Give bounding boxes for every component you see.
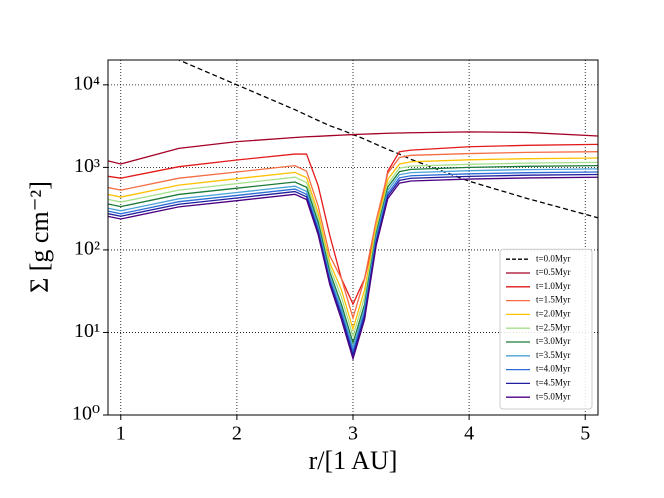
x-tick-label: 1: [116, 423, 126, 445]
x-axis-label: r/[1 AU]: [309, 446, 398, 475]
legend-label: t=0.5Myr: [536, 267, 570, 277]
legend-label: t=4.0Myr: [536, 364, 570, 374]
series-line: [108, 143, 598, 306]
legend: t=0.0Myr t=0.5Myr t=1.0Myr t=1.5Myr t=2.0Myr…: [499, 248, 593, 410]
legend-label: t=1.5Myr: [536, 295, 570, 305]
legend-label: t=5.0Myr: [536, 391, 570, 401]
series-line: [108, 176, 598, 362]
legend-label: t=3.0Myr: [536, 336, 570, 346]
series-line: [108, 161, 598, 339]
y-axis-label: Σ [g cm⁻²]: [25, 181, 54, 293]
y-tick-label: 10¹: [74, 320, 100, 342]
plot-lines: [108, 60, 598, 362]
legend-label: t=3.5Myr: [536, 350, 570, 360]
y-tick-label: 10⁰: [72, 403, 100, 425]
x-tick-label: 5: [580, 423, 590, 445]
y-tick-label: 10²: [74, 238, 100, 260]
legend-label: t=2.0Myr: [536, 308, 570, 318]
series-line: [108, 171, 598, 355]
series-line: [108, 131, 598, 165]
series-line: [108, 151, 598, 321]
series-line: [108, 168, 598, 351]
x-tick-label: 2: [232, 423, 242, 445]
legend-label: t=1.0Myr: [536, 281, 570, 291]
series-line: [108, 173, 598, 358]
legend-label: t=4.5Myr: [536, 377, 570, 387]
legend-label: t=0.0Myr: [536, 253, 570, 263]
x-tick-label: 4: [464, 423, 474, 445]
series-line: [177, 60, 598, 219]
series-line: [108, 157, 598, 332]
y-tick-label: 10⁴: [73, 72, 100, 94]
series-line: [108, 164, 598, 346]
y-tick-label: 10³: [74, 155, 100, 177]
legend-label: t=2.5Myr: [536, 322, 570, 332]
ticks: 1 2 3 4 5 10⁰ 10¹ 10² 10³ 10⁴: [72, 72, 590, 444]
x-tick-label: 3: [348, 423, 358, 445]
